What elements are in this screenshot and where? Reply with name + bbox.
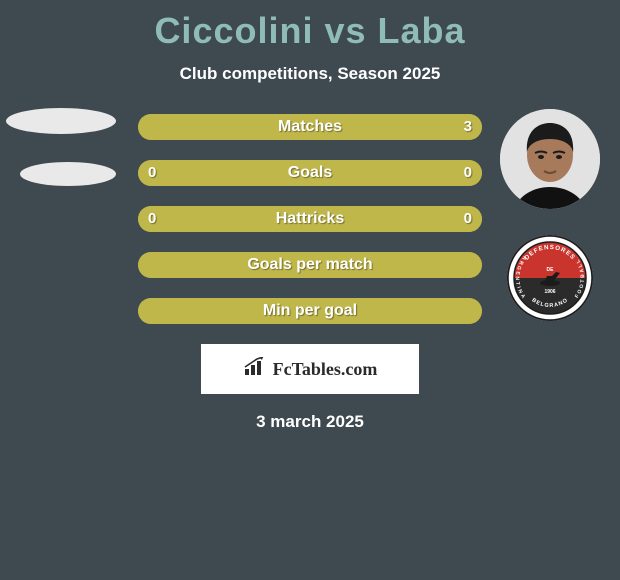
- stat-label: Hattricks: [138, 206, 482, 232]
- bars-icon: [243, 357, 269, 382]
- stat-label: Min per goal: [138, 298, 482, 324]
- svg-text:DE: DE: [547, 267, 555, 273]
- branding-text: FcTables.com: [273, 359, 378, 380]
- right-club-badge: DEFENSORES BELGRANO ARGENTINA FOOTBALL D…: [507, 235, 593, 321]
- stat-row-goals: 0 Goals 0: [138, 160, 482, 186]
- left-player-column: [6, 114, 116, 186]
- stat-value-right: 0: [454, 206, 482, 232]
- left-player-photo-placeholder: [6, 108, 116, 134]
- stat-value-right: 3: [454, 114, 482, 140]
- stat-label: Matches: [138, 114, 482, 140]
- comparison-title: Ciccolini vs Laba: [0, 0, 620, 52]
- stat-rows: Matches 3 0 Goals 0 0 Hattricks 0 Goals …: [138, 114, 482, 324]
- stat-value-right: 0: [454, 160, 482, 186]
- stat-row-matches: Matches 3: [138, 114, 482, 140]
- right-player-photo: [500, 109, 600, 209]
- stat-value-right: [462, 298, 482, 324]
- comparison-subtitle: Club competitions, Season 2025: [0, 64, 620, 84]
- right-player-column: DEFENSORES BELGRANO ARGENTINA FOOTBALL D…: [500, 114, 600, 321]
- left-club-badge-placeholder: [20, 162, 116, 186]
- branding-box: FcTables.com: [201, 344, 419, 394]
- stat-row-min-per-goal: Min per goal: [138, 298, 482, 324]
- footer-date: 3 march 2025: [0, 412, 620, 432]
- stat-row-hattricks: 0 Hattricks 0: [138, 206, 482, 232]
- stat-row-goals-per-match: Goals per match: [138, 252, 482, 278]
- comparison-stage: DEFENSORES BELGRANO ARGENTINA FOOTBALL D…: [0, 114, 620, 324]
- svg-text:1906: 1906: [544, 289, 555, 295]
- stat-label: Goals per match: [138, 252, 482, 278]
- stat-value-right: [462, 252, 482, 278]
- stat-label: Goals: [138, 160, 482, 186]
